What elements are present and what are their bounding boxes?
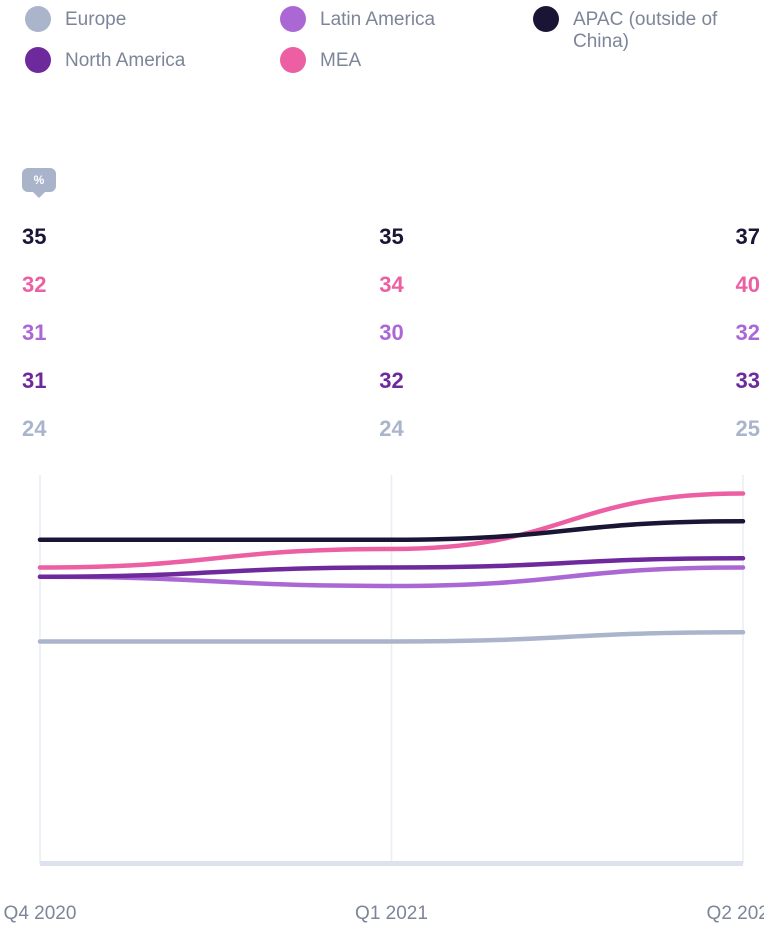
value-label: 31 [22,320,46,345]
legend-label: North America [65,50,186,71]
value-label: 37 [736,224,760,249]
legend-item: Latin America [280,6,470,32]
series-line [37,565,746,589]
legend-item: MEA [280,47,470,73]
value-label: 32 [736,320,760,345]
y-unit: % [34,173,45,187]
value-label: 33 [736,368,760,393]
unit-badge [22,168,56,198]
series-line [37,491,746,570]
value-label: 30 [379,320,403,345]
value-label: 24 [379,416,404,441]
legend-swatch [280,6,306,32]
value-label: 25 [736,416,760,441]
series-line [37,519,746,543]
value-label: 24 [22,416,47,441]
legend-item: North America [25,47,215,73]
value-label: 40 [736,272,760,297]
value-label: 32 [379,368,403,393]
legend-label: Europe [65,9,127,30]
legend-swatch [533,6,559,32]
legend-item: APAC (outside of China) [533,6,723,53]
value-label: 32 [22,272,46,297]
legend-item: Europe [25,6,215,32]
value-label: 34 [379,272,404,297]
x-tick-label: Q1 2021 [355,903,428,924]
x-tick-label: Q2 2021 [707,903,764,924]
value-label: 31 [22,368,46,393]
legend-label: APAC (outside of China) [573,9,718,52]
series-line [37,630,746,644]
value-label: 35 [379,224,403,249]
x-tick-label: Q4 2020 [4,903,77,924]
legend-label: Latin America [320,9,436,30]
legend-swatch [25,47,51,73]
value-label: 35 [22,224,46,249]
legend-swatch [280,47,306,73]
legend-swatch [25,6,51,32]
legend-label: MEA [320,50,362,71]
series-line [37,556,746,579]
